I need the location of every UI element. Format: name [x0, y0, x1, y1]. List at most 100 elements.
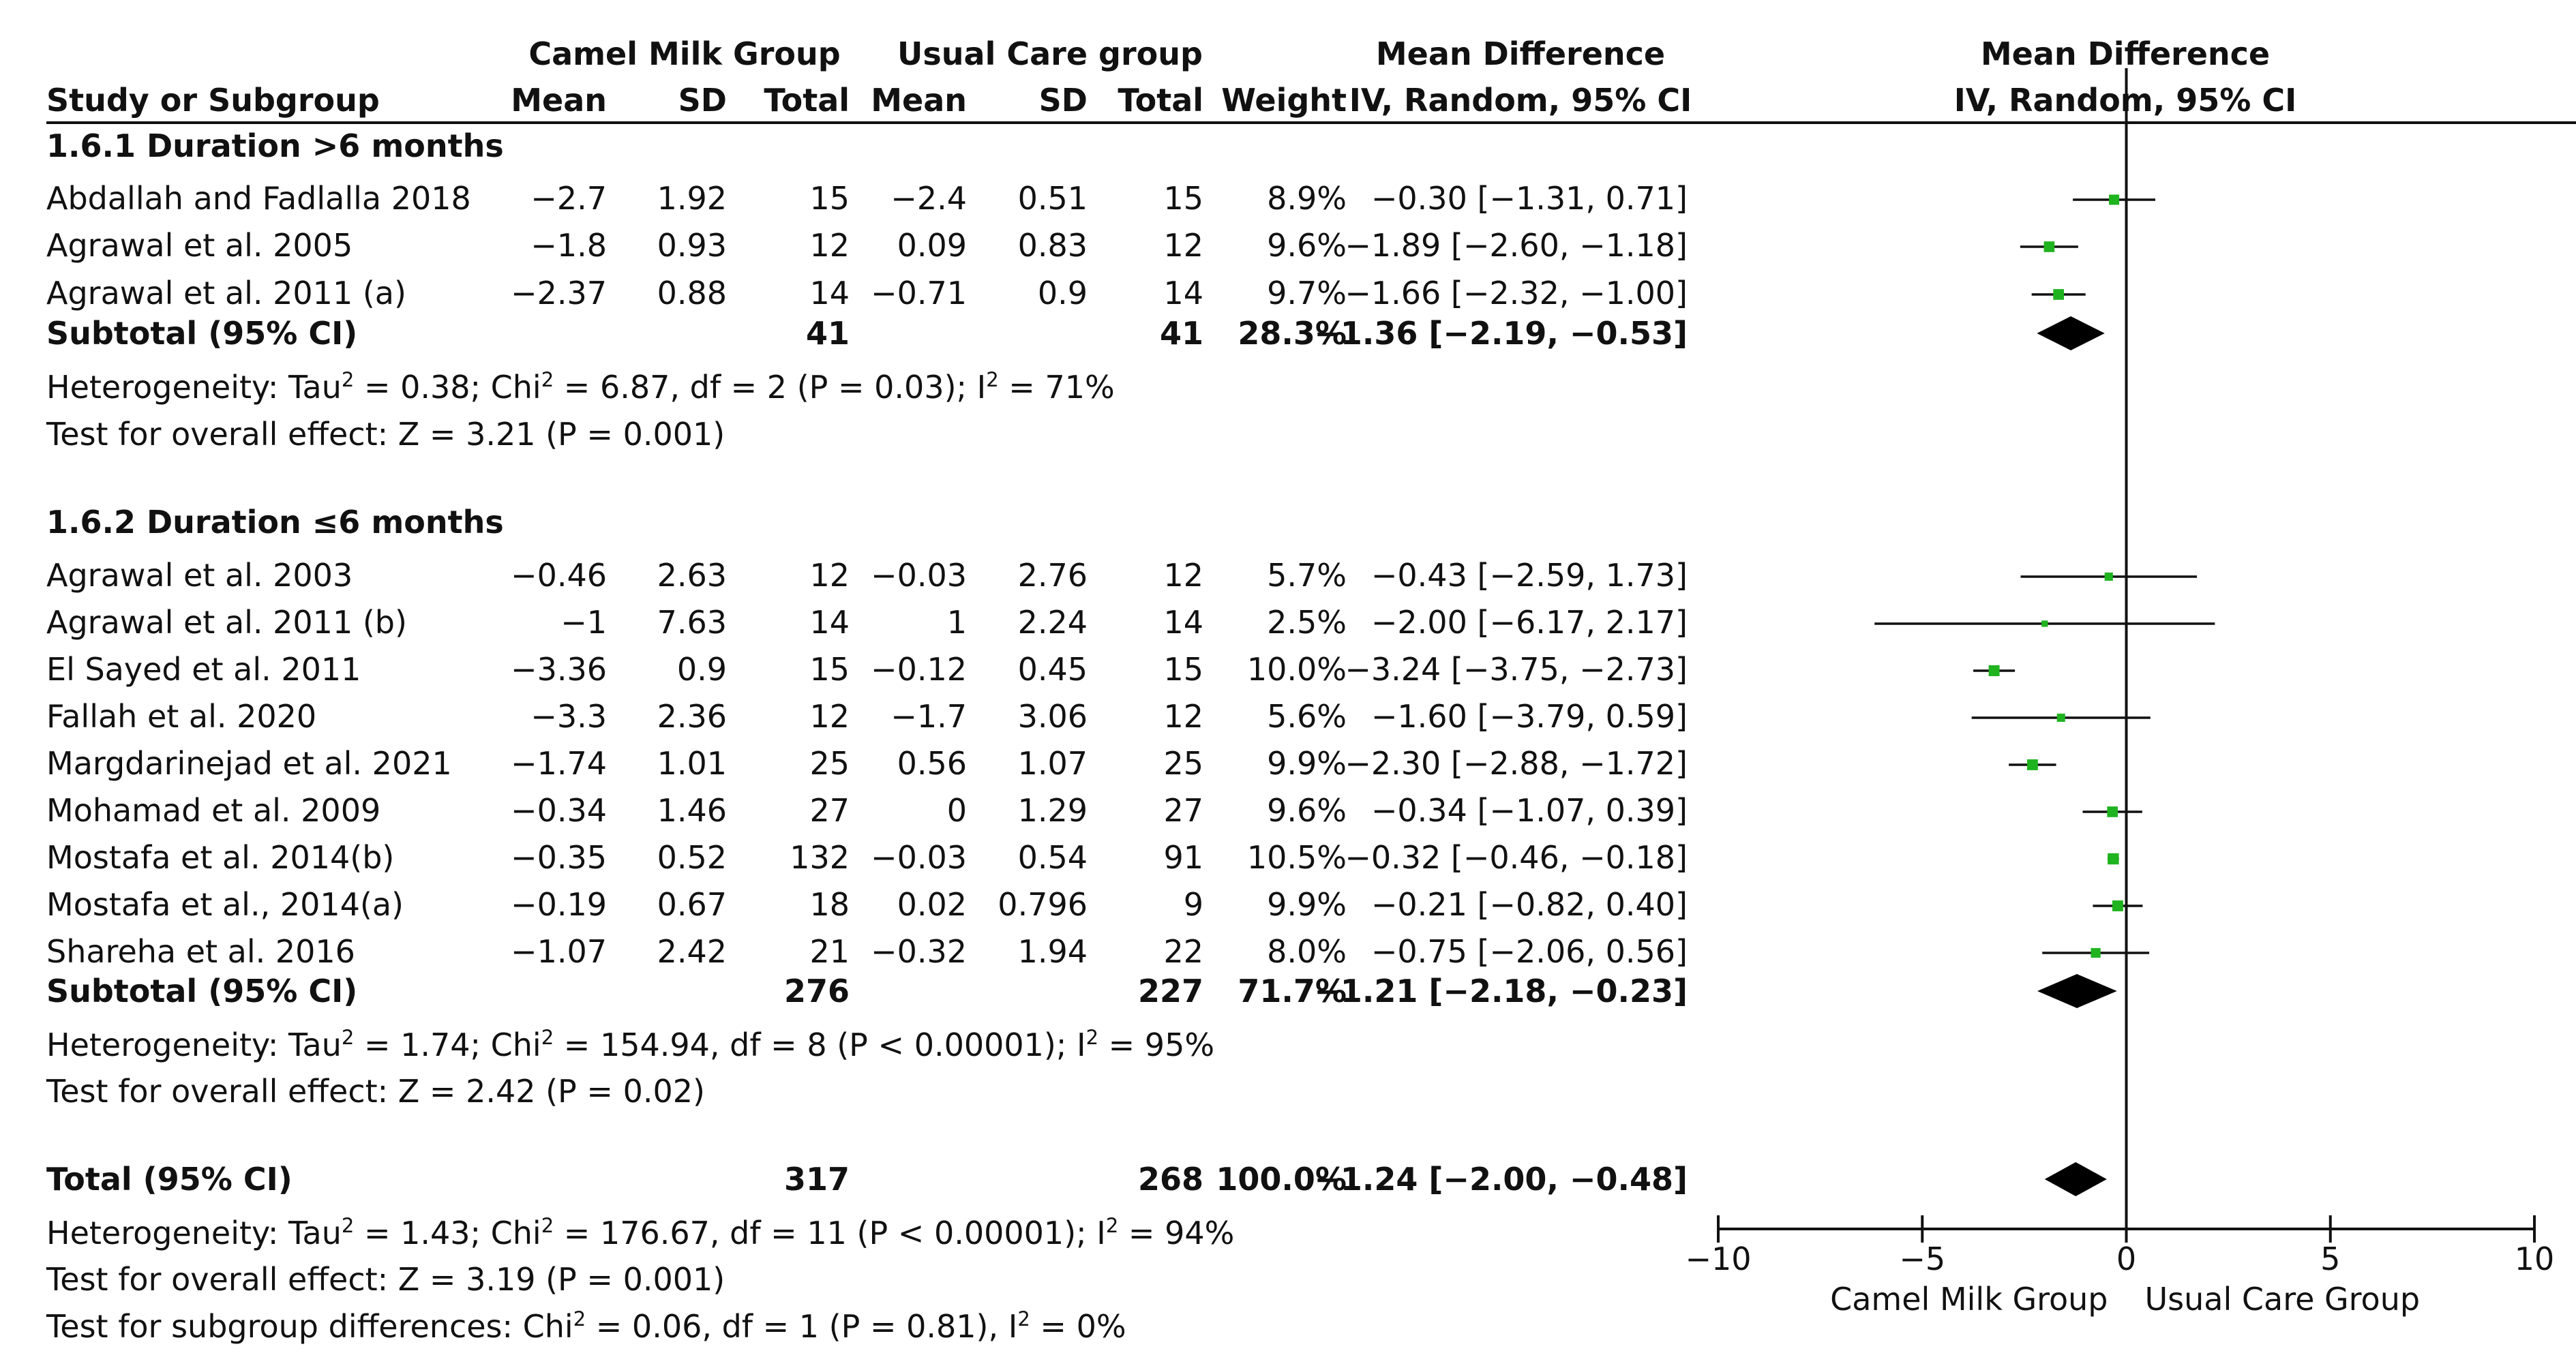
study-total-2: 25: [1163, 745, 1203, 782]
study-point: [2053, 289, 2065, 300]
study-total-1: 21: [809, 933, 850, 970]
study-point: [2056, 713, 2065, 723]
study-total-2: 27: [1163, 792, 1203, 829]
study-sd-2: 0.51: [1018, 180, 1088, 217]
subgroup-2-title: 1.6.2 Duration ≤6 months: [46, 504, 504, 541]
subtotal-1-ci-text: −1.36 [−2.19, −0.53]: [1314, 315, 1688, 352]
study-name: Mostafa et al., 2014(a): [46, 886, 404, 923]
subgroup-1-title: 1.6.1 Duration >6 months: [46, 127, 504, 164]
header-mean-1: Mean: [511, 82, 607, 119]
study-point: [2108, 853, 2119, 865]
x-axis-tick-label: 10: [2515, 1241, 2555, 1277]
subtotal-1-diamond: [2037, 316, 2105, 350]
study-weight: 5.6%: [1267, 698, 1347, 735]
study-total-2: 12: [1163, 227, 1203, 264]
study-mean-1: −1.8: [530, 227, 607, 264]
study-point: [2107, 806, 2118, 817]
study-total-1: 15: [809, 651, 850, 688]
study-name: El Sayed et al. 2011: [46, 651, 361, 688]
header-total-2: Total: [1118, 82, 1203, 119]
total-heterogeneity: Heterogeneity: Tau2 = 1.43; Chi2 = 176.6…: [46, 1214, 1234, 1251]
study-mean-2: 0.56: [897, 745, 967, 782]
study-mean-1: −2.7: [530, 180, 607, 217]
subtotal-2-ci-text: −1.21 [−2.18, −0.23]: [1314, 973, 1688, 1009]
study-sd-1: 2.36: [657, 698, 727, 735]
study-mean-2: −0.12: [871, 651, 967, 688]
study-weight: 9.6%: [1267, 792, 1347, 829]
study-ci-text: −2.00 [−6.17, 2.17]: [1371, 604, 1688, 641]
study-point: [1988, 665, 2000, 676]
study-mean-1: −3.3: [530, 698, 607, 735]
favours-right-label: Usual Care Group: [2145, 1281, 2421, 1318]
study-total-2: 22: [1163, 933, 1203, 970]
study-point: [2112, 900, 2123, 911]
header-plot-title: Mean Difference: [1981, 35, 2270, 72]
study-total-1: 12: [809, 227, 850, 264]
study-total-2: 12: [1163, 557, 1203, 594]
x-axis-tick-label: −5: [1899, 1241, 1945, 1277]
x-axis-tick-label: 5: [2320, 1241, 2340, 1277]
study-sd-1: 0.88: [657, 275, 727, 311]
subtotal-1-label: Subtotal (95% CI): [46, 315, 357, 352]
study-ci-text: −0.30 [−1.31, 0.71]: [1371, 180, 1688, 217]
study-sd-1: 0.93: [657, 227, 727, 264]
study-sd-2: 0.9: [1038, 275, 1088, 311]
total-total-1: 317: [784, 1161, 850, 1198]
subtotal-2-diamond: [2037, 974, 2117, 1008]
total-weight: 100.0%: [1216, 1161, 1347, 1198]
favours-left-label: Camel Milk Group: [1830, 1281, 2108, 1318]
study-weight: 8.9%: [1267, 180, 1347, 217]
study-total-1: 15: [809, 180, 850, 217]
study-sd-2: 0.83: [1018, 227, 1088, 264]
study-total-2: 15: [1163, 651, 1203, 688]
header-study: Study or Subgroup: [46, 82, 380, 119]
subtotal-2-total-1: 276: [784, 973, 850, 1009]
study-sd-1: 2.63: [657, 557, 727, 594]
study-total-1: 12: [809, 557, 850, 594]
study-point: [2041, 620, 2048, 627]
study-weight: 9.9%: [1267, 886, 1347, 923]
subtotal-1-total-2: 41: [1160, 315, 1203, 352]
study-name: Agrawal et al. 2003: [46, 557, 353, 594]
study-mean-2: 0.09: [897, 227, 967, 264]
study-point: [2091, 947, 2101, 958]
study-total-1: 132: [790, 839, 850, 876]
study-total-1: 25: [809, 745, 850, 782]
study-sd-1: 7.63: [657, 604, 727, 641]
subgroup-2-heterogeneity: Heterogeneity: Tau2 = 1.74; Chi2 = 154.9…: [46, 1026, 1214, 1063]
study-mean-1: −1: [560, 604, 607, 641]
subtotal-2-weight: 71.7%: [1238, 973, 1347, 1009]
study-sd-1: 1.46: [657, 792, 727, 829]
study-sd-1: 2.42: [657, 933, 727, 970]
study-total-1: 27: [809, 792, 850, 829]
study-sd-1: 1.92: [657, 180, 727, 217]
subtotal-2-total-2: 227: [1138, 973, 1203, 1009]
study-ci-text: −0.34 [−1.07, 0.39]: [1371, 792, 1688, 829]
study-name: Mostafa et al. 2014(b): [46, 839, 394, 876]
study-sd-2: 3.06: [1018, 698, 1088, 735]
study-mean-1: −0.34: [511, 792, 607, 829]
study-sd-2: 1.94: [1018, 933, 1088, 970]
study-mean-1: −0.46: [511, 557, 607, 594]
study-mean-1: −1.07: [511, 933, 607, 970]
study-sd-2: 1.29: [1018, 792, 1088, 829]
study-mean-1: −3.36: [511, 651, 607, 688]
study-name: Margdarinejad et al. 2021: [46, 745, 452, 782]
header-md-method: IV, Random, 95% CI: [1349, 82, 1692, 119]
subgroup-1-overall-effect: Test for overall effect: Z = 3.21 (P = 0…: [46, 416, 725, 453]
study-mean-2: 0: [947, 792, 967, 829]
study-point: [2109, 194, 2120, 205]
study-name: Agrawal et al. 2005: [46, 227, 353, 264]
study-total-2: 9: [1184, 886, 1203, 923]
study-mean-1: −1.74: [511, 745, 607, 782]
study-sd-2: 1.07: [1018, 745, 1088, 782]
study-total-2: 91: [1163, 839, 1203, 876]
header-weight: Weight: [1221, 82, 1347, 119]
header-sd-2: SD: [1039, 82, 1088, 119]
study-mean-2: 0.02: [897, 886, 967, 923]
header-mean-2: Mean: [871, 82, 967, 119]
study-point: [2043, 241, 2055, 252]
study-ci-text: −0.43 [−2.59, 1.73]: [1371, 557, 1688, 594]
study-name: Shareha et al. 2016: [46, 933, 355, 970]
